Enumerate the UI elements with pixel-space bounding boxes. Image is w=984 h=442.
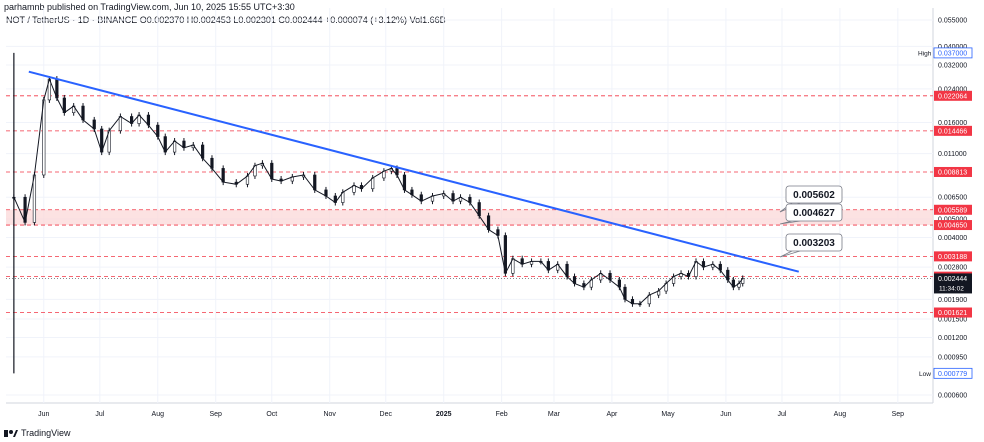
y-tick-label: 0.001200 (938, 335, 967, 342)
publish-info: parhamnb published on TradingView.com, J… (4, 2, 295, 12)
y-tick-label: 0.005000 (938, 217, 967, 224)
level-tag-label: 0.003188 (938, 254, 967, 261)
candle-body (221, 168, 225, 183)
footer-brand: TradingView (4, 428, 71, 438)
level-tag-label: 0.001621 (938, 310, 967, 317)
x-tick-label: 2025 (436, 411, 452, 418)
y-tick-label: 0.040000 (938, 44, 967, 51)
level-tag (934, 307, 972, 318)
level-tag-label: 0.004650 (938, 223, 967, 230)
x-tick-label: Apr (606, 411, 618, 418)
x-tick-label: Oct (266, 411, 277, 418)
callout-label: 0.005602 (793, 190, 835, 201)
level-tag (934, 166, 972, 177)
callout-pointer (779, 220, 801, 225)
y-tick-label: 0.000600 (938, 393, 967, 400)
footer-brand-text: TradingView (21, 428, 71, 438)
level-tag (934, 204, 972, 215)
x-tick-label: Aug (152, 411, 165, 418)
last-price-countdown: 11:34:02 (939, 285, 964, 292)
descending-trendline (28, 70, 800, 273)
x-tick-label: Sep (209, 411, 222, 418)
x-tick-label: May (661, 411, 675, 418)
y-tick-label: 0.001500 (938, 316, 967, 323)
low-label: Low (919, 371, 931, 378)
y-tick-label: 0.001900 (938, 297, 967, 304)
level-tag-label: 0.008813 (938, 169, 967, 176)
y-tick-label: 0.055000 (938, 18, 967, 25)
y-tick-label: 0.002800 (938, 265, 967, 272)
callout-label: 0.004627 (793, 208, 835, 219)
x-tick-label: Nov (323, 411, 336, 418)
callout-pointer (779, 250, 801, 258)
level-tag-label: 0.022064 (938, 93, 967, 100)
x-tick-label: Feb (496, 411, 508, 418)
callout-box (785, 185, 843, 204)
y-tick-label: 0.016000 (938, 120, 967, 127)
x-tick-label: Jun (38, 411, 49, 418)
high-tag (933, 47, 973, 59)
level-tag-label: 0.014466 (938, 128, 967, 135)
high-value: 0.037000 (938, 50, 967, 57)
last-price-value: 0.002444 (938, 276, 967, 283)
last-price-tag (934, 273, 972, 294)
x-tick-label: Dec (380, 411, 393, 418)
callout-box (785, 203, 843, 222)
level-tag (934, 90, 972, 101)
level-tag (934, 220, 972, 231)
candle-body (313, 174, 317, 191)
callout-box (785, 233, 843, 252)
candle-body (92, 119, 96, 130)
y-tick-label: 0.024000 (938, 86, 967, 93)
tradingview-logo-icon (4, 428, 18, 438)
low-value: 0.000779 (938, 371, 967, 378)
y-tick-label: 0.004000 (938, 235, 967, 242)
price-series (12, 76, 745, 307)
x-tick-label: Sep (892, 411, 905, 418)
y-tick-label: 0.006500 (938, 195, 967, 202)
low-tag (933, 367, 973, 379)
level-tag (934, 125, 972, 136)
supply-zone (6, 209, 933, 226)
x-tick-label: Aug (834, 411, 847, 418)
callout-label: 0.003203 (793, 238, 835, 249)
y-tick-label: 0.032000 (938, 62, 967, 69)
x-tick-label: Jul (95, 411, 104, 418)
price-line (13, 77, 744, 305)
x-tick-label: Mar (548, 411, 561, 418)
y-tick-label: 0.000950 (938, 354, 967, 361)
x-tick-label: Jul (777, 411, 786, 418)
high-label: High (918, 50, 932, 57)
y-tick-label: 0.011000 (938, 151, 967, 158)
level-tag-label: 0.005589 (938, 207, 967, 214)
level-tag (934, 251, 972, 262)
candle-body (118, 116, 122, 131)
x-tick-label: Jun (720, 411, 731, 418)
